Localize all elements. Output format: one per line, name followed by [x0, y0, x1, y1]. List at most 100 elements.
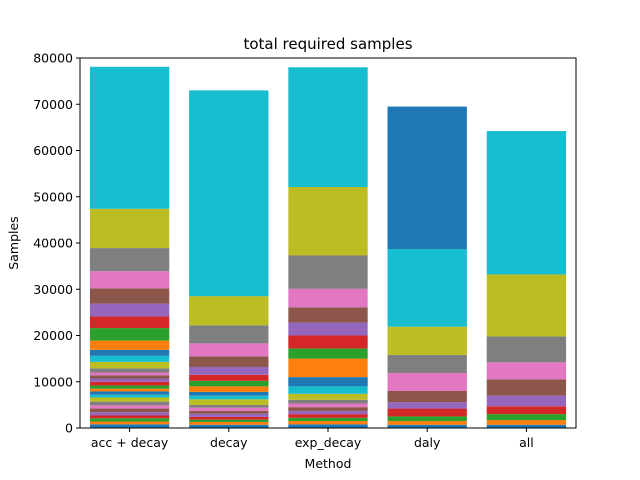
bar-segment: [89, 349, 170, 356]
bar-segment: [288, 386, 368, 394]
bar-segment: [387, 372, 467, 391]
bar-segment: [288, 307, 368, 323]
bar-segment: [89, 401, 170, 406]
bar-segment: [189, 366, 269, 375]
bar-segment: [486, 131, 567, 275]
bar-segment: [189, 296, 269, 326]
bar-segment: [89, 375, 170, 379]
bar-segment: [89, 361, 170, 369]
bar-segment: [288, 358, 368, 378]
y-tick-label: 80000: [33, 51, 73, 66]
bar-segment: [89, 405, 170, 409]
bar-segment: [89, 248, 170, 272]
bar-segment: [387, 249, 467, 327]
bar-segment: [89, 368, 170, 373]
bar-segment: [486, 395, 567, 407]
x-tick-label: daly: [414, 435, 441, 450]
bar-segment: [288, 393, 368, 400]
x-tick-label: acc + decay: [91, 435, 169, 450]
bar-segment: [89, 418, 170, 422]
bar-segment: [189, 416, 269, 420]
x-axis-label: Method: [305, 456, 352, 471]
bar-segments: [89, 66, 567, 428]
bar-segment: [89, 388, 170, 392]
bar-segment: [189, 419, 269, 422]
bar-segment: [486, 336, 567, 363]
bar-segment: [288, 187, 368, 256]
bar-segment: [189, 374, 269, 381]
bar-segment: [288, 377, 368, 387]
y-tick-label: 0: [65, 421, 73, 436]
bar-segment: [89, 415, 170, 419]
bar-segment: [189, 90, 269, 297]
x-axis-ticks: acc + decay decay exp_decay daly all: [91, 428, 534, 450]
bar-segment: [387, 391, 467, 403]
bar-segment: [189, 380, 269, 387]
bar-segment: [89, 408, 170, 413]
bar-segment: [387, 402, 467, 409]
bar-segment: [387, 326, 467, 355]
bar-segment: [486, 414, 567, 421]
bar-segment: [288, 421, 368, 425]
bar-segment: [387, 416, 467, 422]
bar-segment: [89, 355, 170, 362]
bar-segment: [189, 343, 269, 357]
bar-segment: [486, 420, 567, 425]
bar-segment: [387, 106, 467, 250]
y-tick-label: 40000: [33, 236, 73, 251]
bar-segment: [89, 208, 170, 249]
bar-segment: [189, 399, 269, 405]
bar-segment: [89, 372, 170, 376]
bar-segment: [89, 340, 170, 350]
bar-segment: [89, 394, 170, 398]
bar-segment: [89, 378, 170, 382]
bar-segment: [288, 348, 368, 359]
bar-segment: [486, 362, 567, 380]
bar-segment: [189, 386, 269, 392]
bar-segment: [189, 391, 269, 396]
bar-segment: [288, 403, 368, 408]
bar-segment: [89, 328, 170, 341]
bar-segment: [387, 354, 467, 373]
bar-segment: [288, 417, 368, 422]
bar-segment: [288, 255, 368, 289]
y-tick-label: 10000: [33, 374, 73, 389]
y-tick-label: 20000: [33, 328, 73, 343]
bar-segment: [89, 271, 170, 289]
bar-segment: [288, 410, 368, 415]
bar-segment: [189, 407, 269, 411]
x-tick-label: all: [519, 435, 534, 450]
bar-segment: [288, 399, 368, 404]
bar-segment: [288, 288, 368, 308]
chart-title: total required samples: [243, 35, 412, 53]
bar-segment: [288, 407, 368, 411]
y-axis-label: Samples: [6, 216, 21, 269]
bar-segment: [189, 410, 269, 414]
y-tick-label: 70000: [33, 97, 73, 112]
y-tick-label: 30000: [33, 282, 73, 297]
bar-segment: [189, 356, 269, 367]
bar-segment: [486, 274, 567, 337]
bar-segment: [486, 406, 567, 415]
bar-segment: [288, 335, 368, 349]
bar-segment: [89, 381, 170, 386]
bar-segment: [288, 67, 368, 188]
bar-segment: [288, 424, 368, 428]
bar-segment: [189, 421, 269, 425]
y-tick-label: 50000: [33, 189, 73, 204]
bar-segment: [486, 379, 567, 396]
bar-segment: [387, 424, 467, 428]
x-tick-label: decay: [210, 435, 248, 450]
bar-segment: [89, 316, 170, 329]
y-axis-ticks: 0 10000 20000 30000 40000 50000 60000 70000 8000…: [33, 51, 80, 436]
bar-segment: [89, 288, 170, 304]
bar-segment: [89, 66, 170, 209]
bar-segment: [89, 303, 170, 317]
bar-segment: [189, 424, 269, 428]
bar-segment: [387, 421, 467, 425]
bar-segment: [288, 414, 368, 418]
bar-segment: [189, 413, 269, 417]
bar-segment: [486, 424, 567, 428]
bar-segment: [89, 412, 170, 416]
